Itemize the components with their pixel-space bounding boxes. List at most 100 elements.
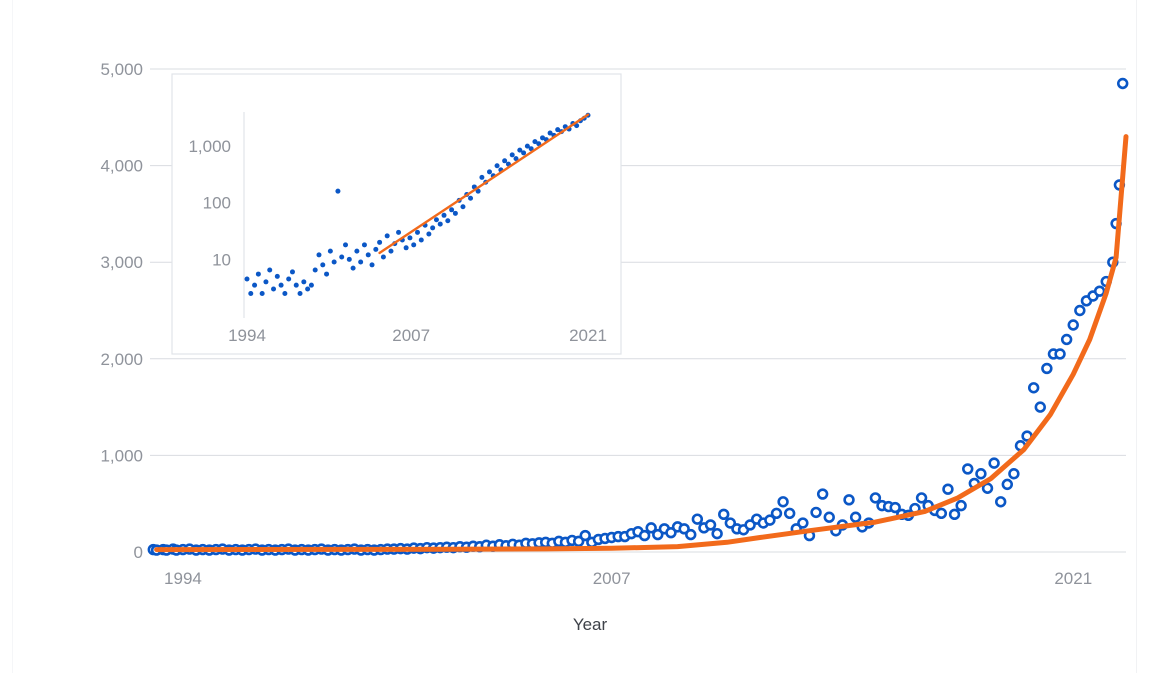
data-point — [823, 511, 835, 523]
data-point — [691, 513, 704, 525]
data-point — [915, 492, 928, 504]
x-axis-title: Year — [573, 615, 608, 634]
inset-data-point — [255, 271, 261, 277]
main-x-tick-labels: 1994 2007 2021 — [164, 569, 1092, 588]
inset-data-point — [282, 290, 288, 296]
inset-data-point — [369, 262, 375, 268]
inset-data-point — [445, 218, 451, 224]
inset-data-point — [377, 239, 383, 245]
inset-data-point — [502, 158, 508, 164]
inset-data-point — [289, 269, 295, 275]
inset-data-point — [449, 207, 455, 213]
inset-data-point — [452, 210, 458, 216]
inset-data-point — [460, 204, 466, 210]
data-point — [1117, 77, 1129, 90]
inset-data-point — [536, 141, 542, 147]
inset-data-point — [343, 242, 349, 248]
inset-data-point — [437, 221, 443, 227]
inset-data-point — [263, 279, 269, 285]
data-point — [770, 507, 783, 520]
data-point — [955, 499, 967, 512]
inset-x-tick-label: 1994 — [228, 326, 266, 345]
inset-data-point — [528, 146, 534, 152]
inset-data-point — [331, 259, 337, 265]
inset-data-point — [441, 212, 447, 218]
y-tick-label: 4,000 — [100, 157, 143, 176]
inset-data-point — [320, 262, 326, 268]
inset-data-point — [430, 225, 436, 231]
inset-data-point — [248, 290, 254, 296]
inset-data-point — [540, 135, 546, 141]
inset-data-point — [252, 282, 258, 288]
inset-data-point — [244, 276, 250, 282]
inset-trend-line — [378, 113, 590, 255]
inset-data-point — [327, 248, 333, 254]
x-tick-label: 1994 — [164, 569, 202, 588]
inset-data-point — [365, 252, 371, 258]
data-point — [764, 514, 776, 526]
x-tick-label: 2007 — [593, 569, 631, 588]
x-tick-label: 2021 — [1054, 569, 1092, 588]
data-point — [1054, 348, 1066, 360]
data-point — [843, 494, 855, 506]
y-tick-label: 1,000 — [100, 446, 143, 465]
main-trend-line — [154, 134, 1129, 553]
inset-data-point — [308, 282, 314, 288]
data-point — [1074, 304, 1086, 317]
data-point — [783, 507, 796, 520]
main-y-tick-labels: 0 1,000 2,000 3,000 4,000 5,000 — [100, 60, 143, 562]
inset-y-tick-label: 100 — [203, 194, 231, 213]
data-point — [645, 522, 657, 534]
inset-data-point — [407, 235, 413, 241]
inset-data-point — [479, 174, 485, 180]
inset-data-point — [486, 169, 492, 175]
inset-data-point — [468, 195, 474, 201]
inset-y-tick-label: 10 — [212, 250, 231, 269]
inset-data-point — [555, 127, 561, 133]
inset-data-point — [509, 152, 515, 158]
data-point — [1001, 478, 1013, 491]
inset-x-tick-labels: 1994 2007 2021 — [228, 326, 607, 345]
data-point — [1067, 319, 1079, 331]
inset-data-point — [293, 282, 299, 288]
data-point — [975, 468, 987, 480]
data-point — [988, 457, 1000, 469]
data-point — [869, 492, 882, 504]
inset-data-point — [475, 188, 481, 194]
inset-data-point — [403, 245, 409, 251]
inset-data-point — [411, 242, 417, 248]
inset-data-points — [244, 112, 591, 296]
data-point — [1041, 362, 1053, 375]
data-point — [1008, 468, 1020, 480]
data-point — [711, 527, 723, 540]
data-point — [704, 519, 717, 531]
inset-data-point — [335, 188, 341, 194]
inset-data-point — [286, 276, 292, 282]
inset-data-point — [361, 242, 367, 248]
inset-data-point — [324, 271, 330, 277]
inset-x-tick-label: 2021 — [569, 326, 607, 345]
inset-data-point — [354, 248, 360, 254]
inset-data-point — [380, 254, 386, 260]
inset-data-point — [373, 246, 379, 252]
data-point — [849, 511, 862, 523]
inset-data-point — [259, 290, 265, 296]
inset-data-point — [513, 156, 519, 162]
data-point — [942, 483, 954, 495]
inset-data-point — [358, 259, 364, 265]
inset-data-point — [388, 248, 394, 254]
data-point — [1060, 333, 1073, 346]
inset-data-point — [433, 217, 439, 223]
inset-data-point — [297, 290, 303, 296]
inset-chart: 10 100 1,000 1994 2007 2021 — [171, 73, 622, 355]
inset-data-point — [494, 163, 500, 169]
inset-y-tick-label: 1,000 — [188, 137, 231, 156]
data-point — [579, 529, 591, 542]
y-tick-label: 5,000 — [100, 60, 143, 79]
inset-data-point — [278, 282, 284, 288]
inset-data-point — [339, 254, 345, 260]
inset-data-point — [301, 279, 307, 285]
inset-data-point — [547, 130, 553, 136]
y-tick-label: 0 — [134, 543, 143, 562]
